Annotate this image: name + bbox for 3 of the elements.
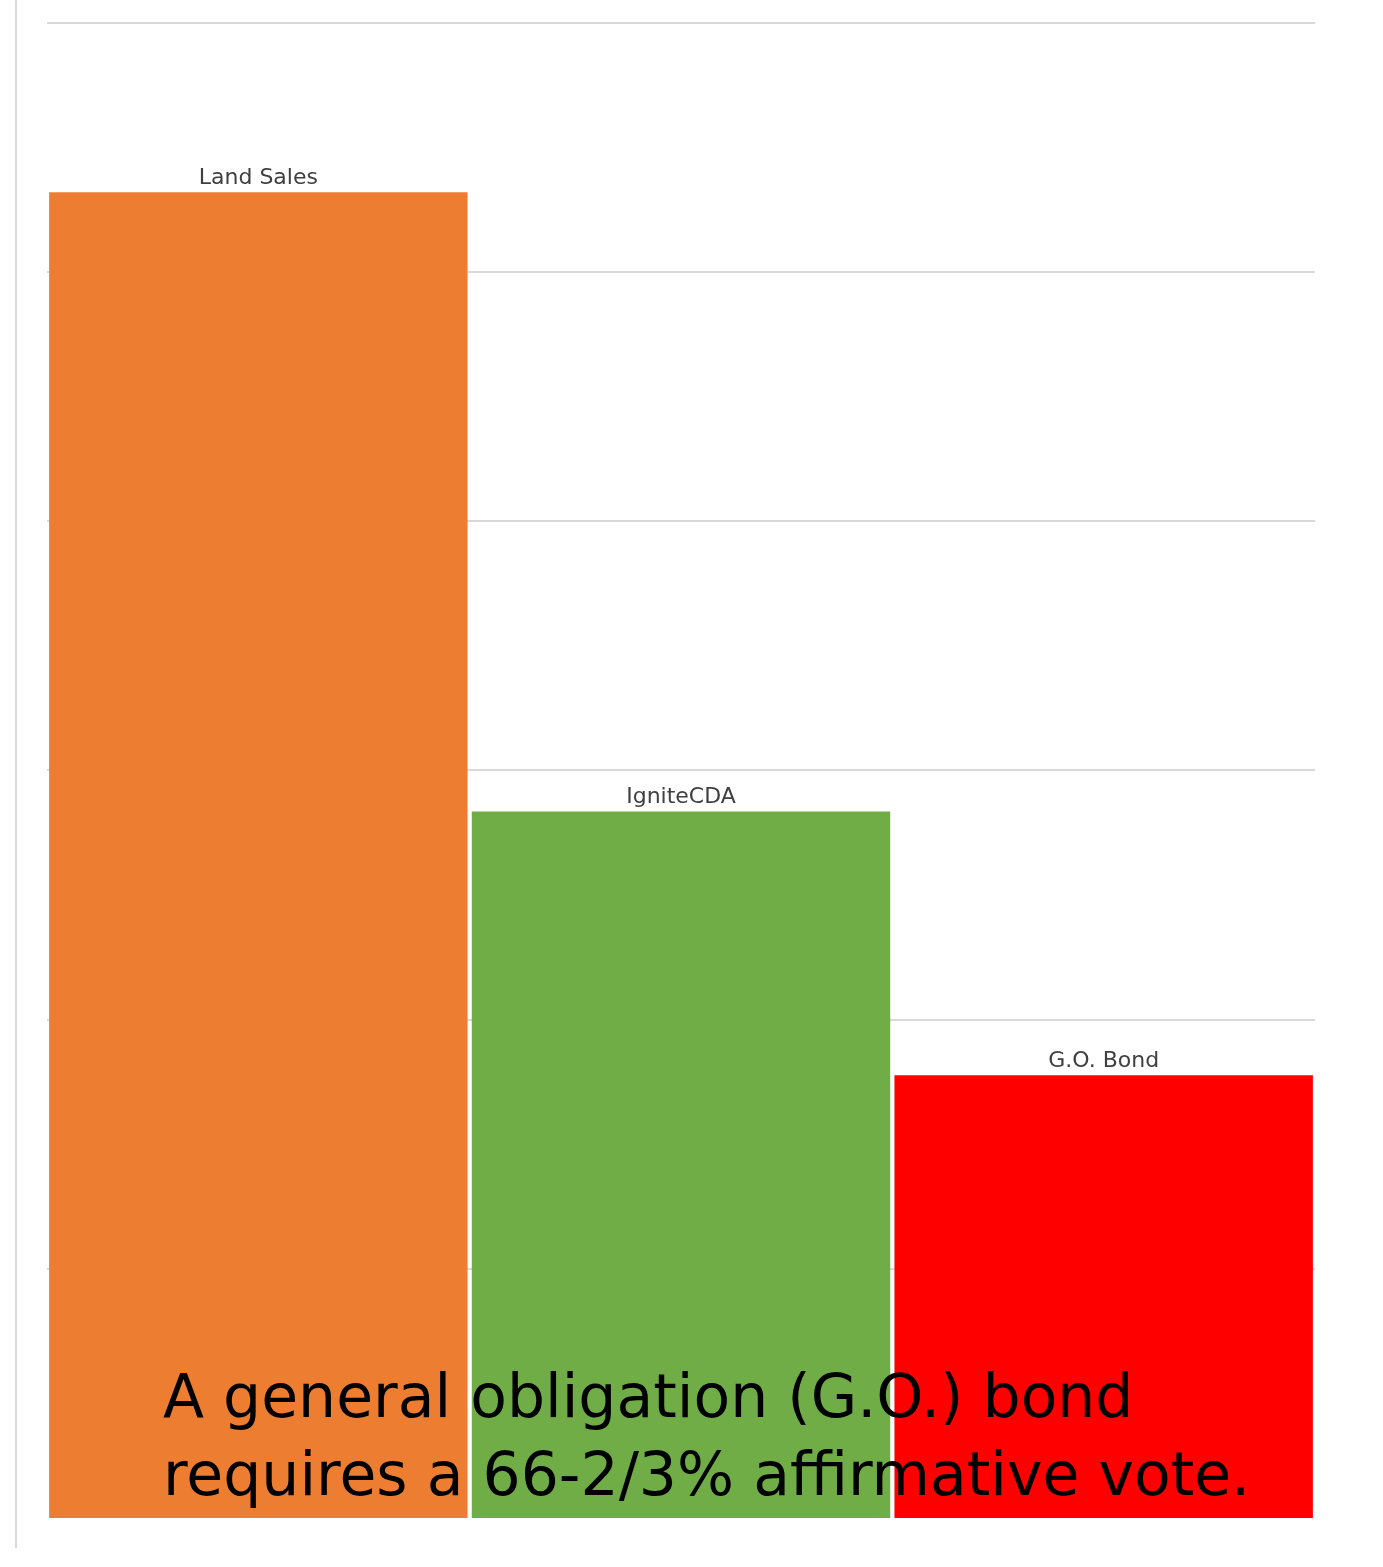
x-tick-label: G.O. Bond <box>1048 1047 1160 1073</box>
x-tick-label: Land Sales <box>198 164 318 190</box>
x-tick-label: IgniteCDA <box>626 783 736 809</box>
